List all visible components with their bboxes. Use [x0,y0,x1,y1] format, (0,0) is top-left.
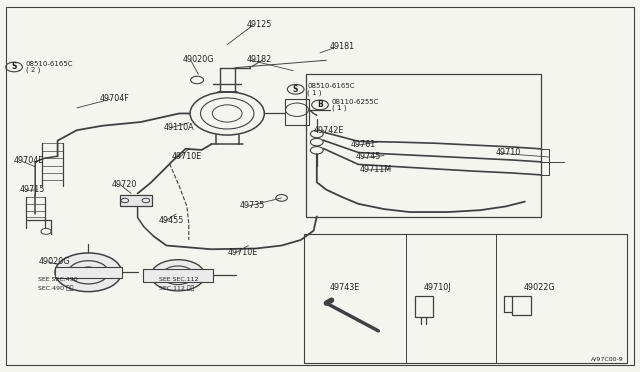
Text: 49761: 49761 [351,140,376,149]
Bar [512,296,531,315]
Text: 49020G: 49020G [182,55,214,64]
Text: 49710E: 49710E [172,153,202,161]
Text: 08510-6165C: 08510-6165C [26,61,73,67]
Text: 49710J: 49710J [424,283,451,292]
Text: 49022G: 49022G [524,283,555,292]
Bar [306,74,541,217]
Bar [143,269,213,282]
Bar [304,234,627,363]
Bar [55,267,122,278]
Text: 49715: 49715 [19,185,45,194]
Text: 08510-6165C: 08510-6165C [307,83,355,89]
Text: SEE SEC.490: SEE SEC.490 [38,277,78,282]
Text: 49125: 49125 [246,20,272,29]
Text: 49710: 49710 [496,148,521,157]
Text: 49455: 49455 [159,216,184,225]
Text: ( 1 ): ( 1 ) [332,105,346,111]
Text: 49710E: 49710E [227,248,257,257]
Text: 49704F: 49704F [99,94,129,103]
Text: 49735: 49735 [240,201,266,210]
Text: ( 1 ): ( 1 ) [307,89,322,96]
Text: S: S [12,62,17,71]
Text: SEC.490 参照: SEC.490 参照 [38,285,74,291]
Text: S: S [293,85,298,94]
Text: 49020G: 49020G [38,257,70,266]
Text: 49181: 49181 [330,42,355,51]
Text: 08110-6255C: 08110-6255C [332,99,379,105]
Circle shape [55,253,122,292]
Text: ( 2 ): ( 2 ) [26,67,40,73]
Text: 49110A: 49110A [163,123,194,132]
Bar [285,99,309,125]
Bar [415,296,433,317]
Text: 49182: 49182 [246,55,271,64]
Bar [120,195,152,206]
Text: SEC.112 参照: SEC.112 参照 [159,285,194,291]
Circle shape [151,260,205,291]
Text: 49720: 49720 [112,180,138,189]
Text: B: B [317,100,323,109]
Text: 49742E: 49742E [314,126,344,135]
Text: 49711M: 49711M [360,165,392,174]
Text: 49704E: 49704E [14,156,44,165]
Text: A/97C00-9: A/97C00-9 [591,356,624,362]
Text: 49743E: 49743E [330,283,360,292]
Text: 49745: 49745 [355,153,381,161]
Text: SEE SEC.112: SEE SEC.112 [159,277,198,282]
